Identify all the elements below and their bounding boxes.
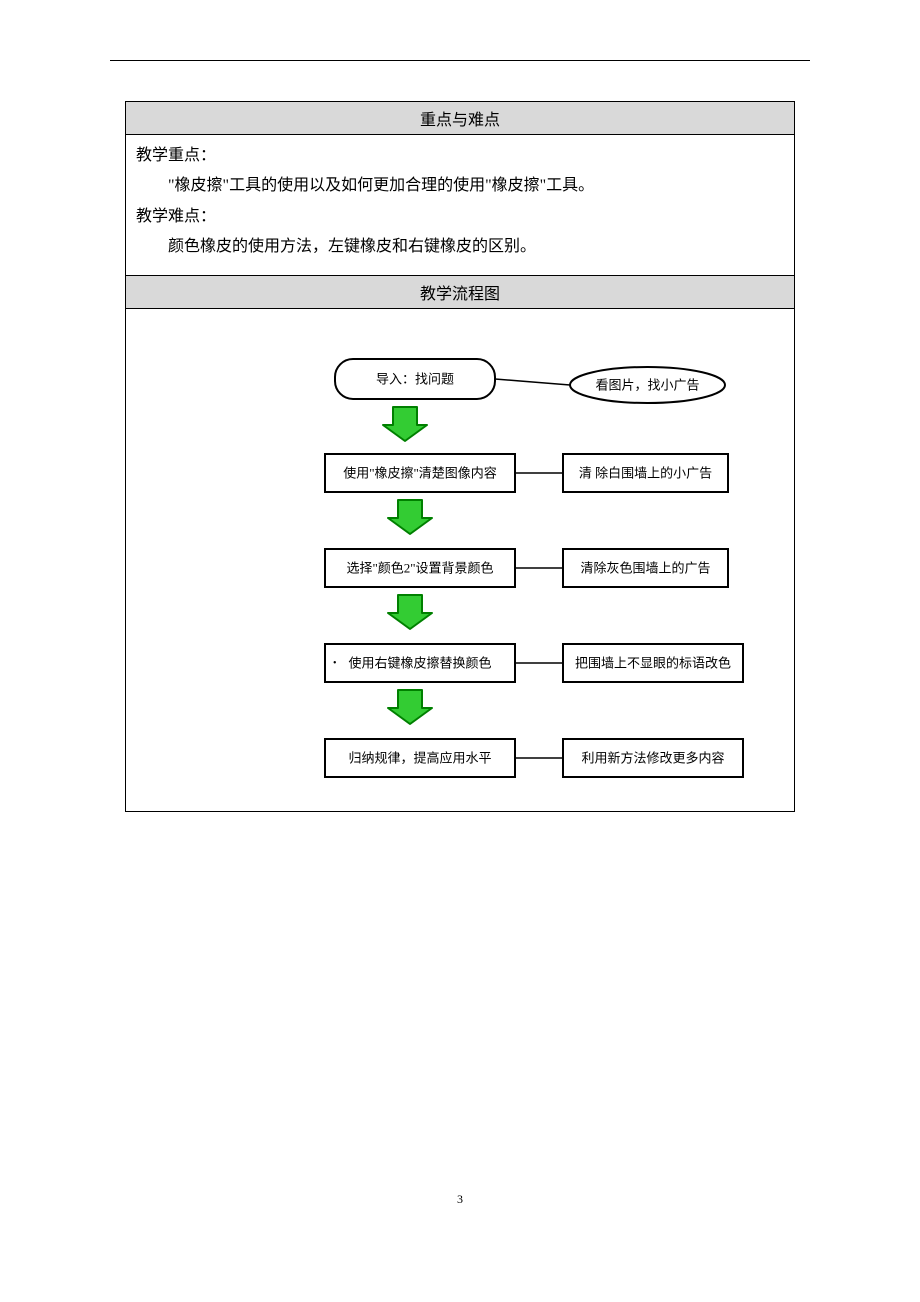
svg-text:选择"颜色2"设置背景颜色: 选择"颜色2"设置背景颜色	[346, 560, 493, 575]
keypoint-text: "橡皮擦"工具的使用以及如何更加合理的使用"橡皮擦"工具。	[136, 171, 784, 201]
header-rule	[110, 60, 810, 61]
svg-text:利用新方法修改更多内容: 利用新方法修改更多内容	[581, 750, 724, 765]
svg-text:看图片，找小广告: 看图片，找小广告	[595, 377, 699, 392]
flowchart-cell: 导入：找问题 看图片，找小广告使用"橡皮擦"清楚图像内容 清 除白围墙上的小广告选择…	[126, 308, 795, 811]
section-header-flowchart: 教学流程图	[126, 275, 795, 308]
content-table: 重点与难点 教学重点： "橡皮擦"工具的使用以及如何更加合理的使用"橡皮擦"工具…	[125, 101, 795, 812]
difficulty-label: 教学难点：	[136, 202, 784, 232]
svg-text:使用"橡皮擦"清楚图像内容: 使用"橡皮擦"清楚图像内容	[343, 465, 497, 480]
keypoints-body: 教学重点： "橡皮擦"工具的使用以及如何更加合理的使用"橡皮擦"工具。 教学难点…	[126, 135, 795, 276]
svg-text:导入：找问题: 导入：找问题	[376, 371, 454, 386]
svg-text:归纳规律，提高应用水平: 归纳规律，提高应用水平	[348, 750, 491, 765]
header-text: 重点与难点	[420, 112, 500, 129]
document-page: 重点与难点 教学重点： "橡皮擦"工具的使用以及如何更加合理的使用"橡皮擦"工具…	[0, 0, 920, 1247]
page-number: 3	[90, 1192, 830, 1207]
svg-text:清 除白围墙上的小广告: 清 除白围墙上的小广告	[579, 465, 712, 480]
svg-text:•: •	[333, 658, 337, 669]
header-text: 教学流程图	[420, 286, 500, 303]
teaching-flowchart: 导入：找问题 看图片，找小广告使用"橡皮擦"清楚图像内容 清 除白围墙上的小广告选择…	[155, 329, 765, 799]
svg-text:使用右键橡皮擦替换颜色: 使用右键橡皮擦替换颜色	[348, 655, 491, 670]
section-header-keypoints: 重点与难点	[126, 102, 795, 135]
difficulty-text: 颜色橡皮的使用方法，左键橡皮和右键橡皮的区别。	[136, 232, 784, 262]
svg-text:清除灰色围墙上的广告: 清除灰色围墙上的广告	[580, 560, 710, 575]
keypoint-label: 教学重点：	[136, 141, 784, 171]
svg-text:把围墙上不显眼的标语改色: 把围墙上不显眼的标语改色	[575, 655, 731, 670]
